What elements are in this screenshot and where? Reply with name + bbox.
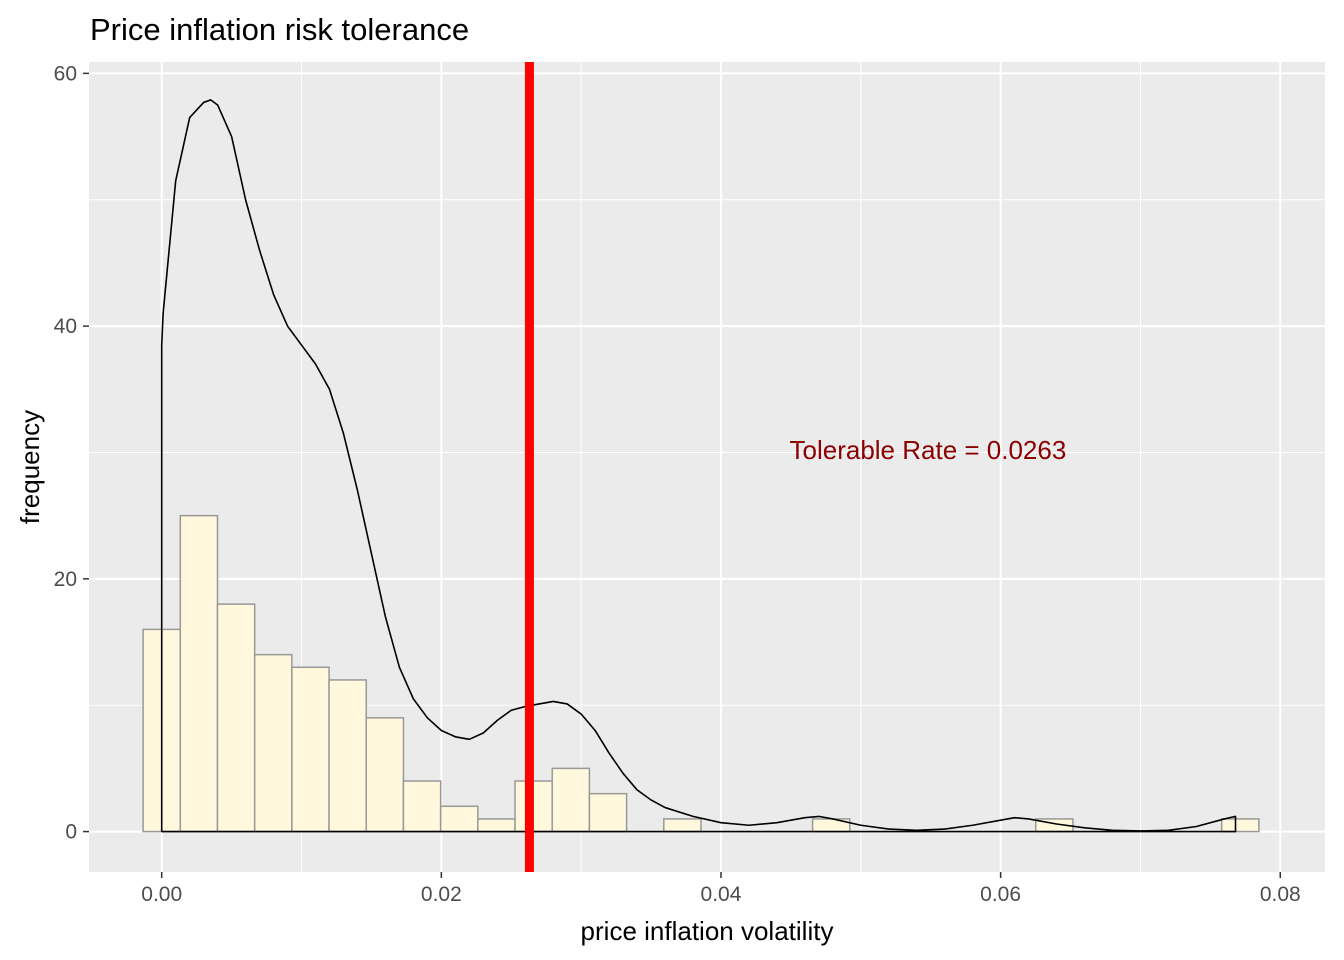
histogram-bar [551,767,591,833]
histogram-bar [1220,818,1260,833]
tolerable-rate-annotation: Tolerable Rate = 0.0263 [790,435,1067,465]
y-tick-label: 20 [54,568,77,591]
chart-title: Price inflation risk tolerance [90,12,469,47]
x-tick-label: 0.08 [1260,883,1301,906]
density-curve-layer [160,99,1237,833]
histogram-bar [253,653,293,833]
histogram-bar [291,666,330,833]
x-axis-ticks: 0.00 0.02 0.04 0.06 0.08 [141,872,1301,906]
x-tick-label: 0.00 [141,883,182,906]
x-tick-label: 0.02 [421,883,462,906]
y-axis-title: frequency [15,410,45,524]
x-tick-label: 0.06 [980,883,1021,906]
histogram-bar [328,679,368,833]
x-tick-label: 0.04 [701,883,742,906]
histogram-bar [477,818,516,833]
histogram-bar [588,792,628,833]
histogram-bar [663,818,702,833]
histogram-bar [402,780,442,833]
histogram-bar [216,603,256,833]
y-tick-label: 60 [54,62,77,85]
y-axis-ticks: 0 20 40 60 [54,62,89,844]
density-curve [160,99,1237,833]
y-tick-label: 0 [65,821,77,844]
histogram-bars [142,514,1260,833]
histogram-bar [179,514,219,833]
x-axis-title: price inflation volatility [581,916,834,946]
histogram-bar [439,805,479,833]
histogram-bar [365,717,405,833]
y-tick-label: 40 [54,315,77,338]
